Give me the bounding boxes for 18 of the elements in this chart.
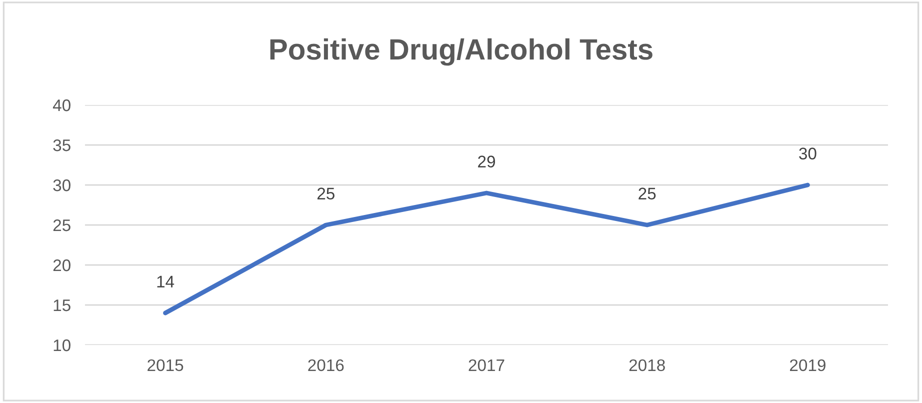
x-tick-label: 2019 [790,359,826,372]
data-label: 25 [638,188,656,200]
y-tick-label: 10 [54,339,70,352]
chart-title: Positive Drug/Alcohol Tests [270,38,652,66]
data-label: 30 [799,148,816,160]
data-label: 14 [157,276,174,288]
x-tick-label: 2017 [468,359,504,372]
y-tick-label: 40 [52,99,70,112]
y-tick-label: 25 [53,219,70,232]
x-tick-label: 2016 [308,359,344,372]
x-tick-label: 2015 [148,359,184,372]
y-tick-label: 35 [53,139,70,152]
data-label: 25 [317,188,334,200]
y-tick-label: 15 [54,300,70,312]
x-tick-label: 2018 [629,359,665,372]
data-label: 29 [478,156,495,168]
y-tick-label: 20 [53,259,70,272]
y-tick-label: 30 [53,179,70,192]
